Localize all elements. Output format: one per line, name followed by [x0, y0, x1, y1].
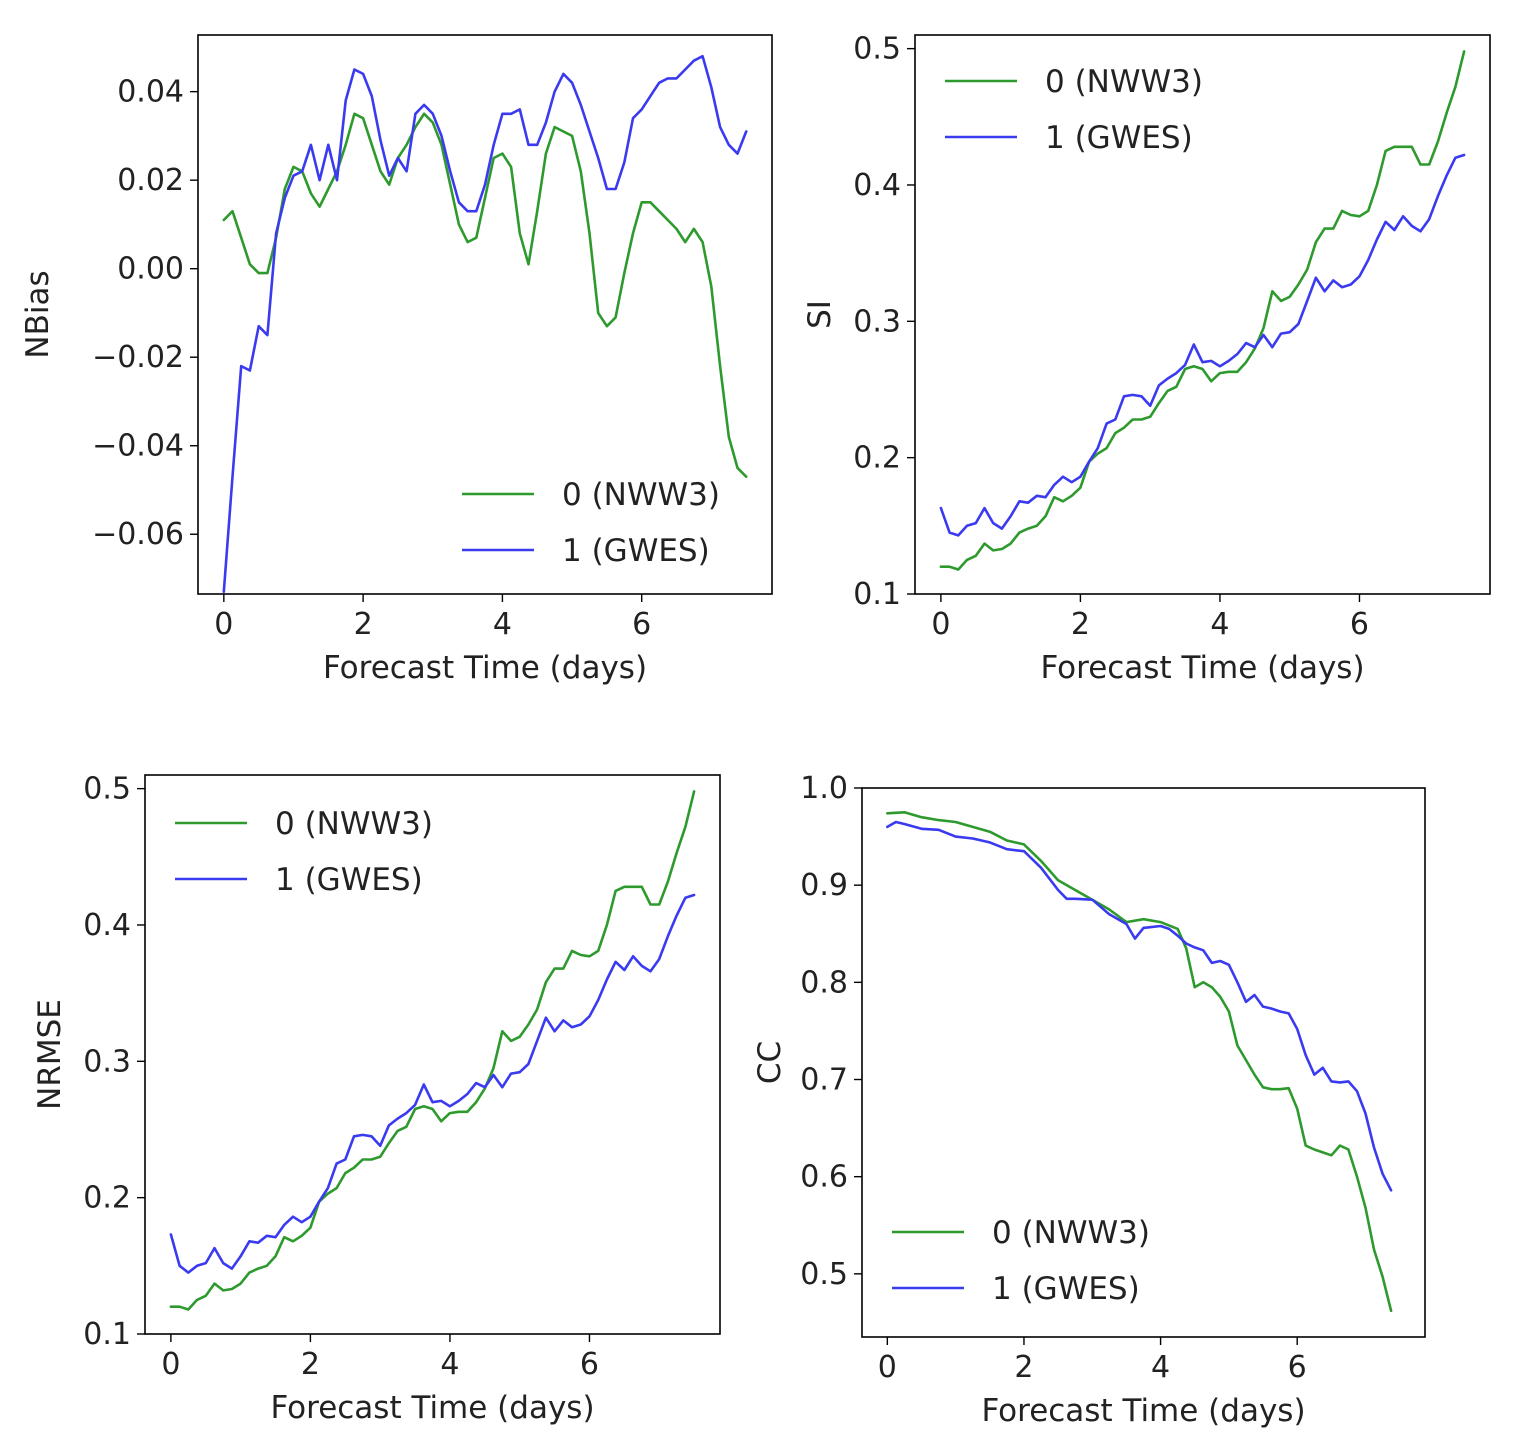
- nbias-xtick-label: 6: [632, 607, 651, 642]
- nbias-ytick-label: 0.00: [117, 252, 184, 287]
- cc-legend: 0 (NWW3) 1 (GWES): [892, 1215, 1150, 1307]
- cc-xlabel: Forecast Time (days): [981, 1393, 1305, 1429]
- cc-ytick-label: 0.9: [800, 868, 848, 903]
- si-xlabel: Forecast Time (days): [1040, 650, 1364, 686]
- nrmse-ylabel: NRMSE: [32, 999, 68, 1110]
- cc-series-gwes-line: [886, 820, 1393, 1192]
- cc-ytick-label: 1.0: [800, 771, 848, 806]
- cc-legend-label-gwes: 1 (GWES): [992, 1271, 1140, 1307]
- nbias-panel: 0 2 4 6 0.04 0.02 0.00 −0.02 −0.04 −0.06 Forecast …: [20, 34, 773, 686]
- si-legend-label-nww3: 0 (NWW3): [1045, 64, 1203, 100]
- nbias-xtick-label: 2: [354, 607, 373, 642]
- cc-legend-label-nww3: 0 (NWW3): [992, 1215, 1150, 1251]
- nbias-xlabel: Forecast Time (days): [323, 650, 647, 686]
- cc-series-nww3-line: [886, 811, 1393, 1313]
- nrmse-legend: 0 (NWW3) 1 (GWES): [175, 806, 433, 898]
- si-panel: 0 2 4 6 0.5 0.4 0.3 0.2 0.1 Forecast Time (days) S…: [802, 32, 1491, 686]
- si-xtick-label: 4: [1210, 607, 1229, 642]
- cc-xtick-label: 4: [1151, 1350, 1170, 1385]
- nrmse-ytick-label: 0.4: [83, 908, 131, 943]
- nbias-ytick-label: −0.04: [92, 429, 184, 464]
- nrmse-ytick-label: 0.3: [83, 1044, 131, 1079]
- nbias-xtick-label: 0: [214, 607, 233, 642]
- cc-xtick-label: 0: [878, 1350, 897, 1385]
- nbias-series-gwes-line: [222, 54, 748, 594]
- nrmse-xtick-label: 0: [161, 1347, 180, 1382]
- si-ytick-label: 0.5: [853, 32, 901, 67]
- nrmse-ytick-label: 0.2: [83, 1181, 131, 1216]
- si-ytick-label: 0.2: [853, 441, 901, 476]
- si-axes-frame: [914, 34, 1491, 595]
- nbias-series-nww3-line: [222, 112, 748, 478]
- si-xtick-label: 2: [1071, 607, 1090, 642]
- si-legend-label-gwes: 1 (GWES): [1045, 120, 1193, 156]
- si-ylabel: SI: [802, 300, 838, 329]
- nrmse-xtick-label: 4: [440, 1347, 459, 1382]
- si-ytick-label: 0.4: [853, 168, 901, 203]
- nrmse-panel: 0 2 4 6 0.5 0.4 0.3 0.2 0.1 Forecast Time (days) N…: [32, 772, 721, 1426]
- nbias-ytick-label: 0.04: [117, 75, 184, 110]
- nrmse-ytick-label: 0.5: [83, 772, 131, 807]
- si-xtick-label: 6: [1350, 607, 1369, 642]
- si-series-gwes-line: [939, 153, 1466, 537]
- nrmse-series-gwes-line: [169, 893, 696, 1274]
- si-ytick-label: 0.3: [853, 304, 901, 339]
- nrmse-xtick-label: 2: [301, 1347, 320, 1382]
- cc-ytick-label: 0.6: [800, 1160, 848, 1195]
- nbias-ytick-label: −0.06: [92, 517, 184, 552]
- si-xtick-label: 0: [931, 607, 950, 642]
- cc-axes-frame: [861, 787, 1426, 1338]
- nrmse-legend-label-gwes: 1 (GWES): [275, 862, 423, 898]
- cc-ytick-label: 0.7: [800, 1063, 848, 1098]
- cc-ytick-label: 0.8: [800, 965, 848, 1000]
- nbias-ytick-label: 0.02: [117, 163, 184, 198]
- si-series-nww3-line: [939, 50, 1466, 571]
- nrmse-series-nww3-line: [169, 790, 696, 1311]
- nbias-axes-frame: [197, 34, 773, 595]
- cc-xtick-label: 6: [1288, 1350, 1307, 1385]
- si-ytick-label: 0.1: [853, 577, 901, 612]
- nrmse-xtick-label: 6: [580, 1347, 599, 1382]
- si-legend: 0 (NWW3) 1 (GWES): [945, 64, 1203, 156]
- nbias-xtick-label: 4: [493, 607, 512, 642]
- nbias-legend-label-gwes: 1 (GWES): [562, 533, 710, 569]
- cc-xtick-label: 2: [1014, 1350, 1033, 1385]
- cc-panel: 0 2 4 6 1.0 0.9 0.8 0.7 0.6 0.5 Forecast Time (day…: [752, 771, 1426, 1429]
- cc-ylabel: CC: [752, 1041, 788, 1084]
- nrmse-ytick-label: 0.1: [83, 1317, 131, 1352]
- nbias-legend: 0 (NWW3) 1 (GWES): [462, 477, 720, 569]
- nbias-ytick-label: −0.02: [92, 340, 184, 375]
- nrmse-xlabel: Forecast Time (days): [270, 1390, 594, 1426]
- cc-ytick-label: 0.5: [800, 1257, 848, 1292]
- nrmse-legend-label-nww3: 0 (NWW3): [275, 806, 433, 842]
- nbias-legend-label-nww3: 0 (NWW3): [562, 477, 720, 513]
- nrmse-axes-frame: [144, 774, 721, 1335]
- nbias-ylabel: NBias: [20, 270, 56, 358]
